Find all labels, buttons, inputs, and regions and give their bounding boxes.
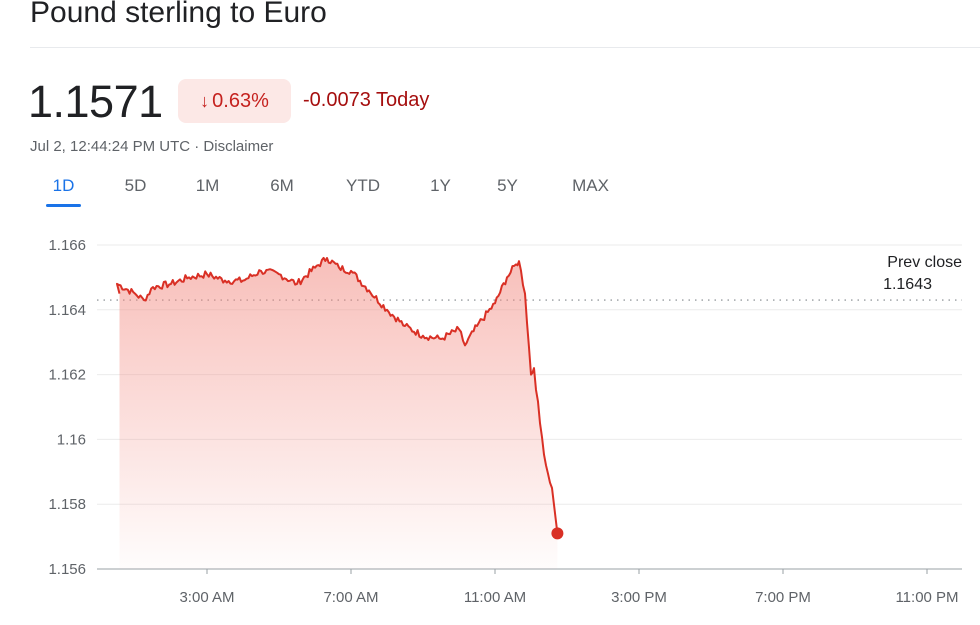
percent-change-value: 0.63% — [212, 89, 269, 112]
x-tick-label: 3:00 AM — [179, 589, 234, 606]
tab-5d[interactable]: 5D — [118, 176, 153, 196]
tab-5y[interactable]: 5Y — [490, 176, 525, 196]
last-price-point — [551, 527, 564, 540]
timestamp-disclaimer: Jul 2, 12:44:24 PM UTC · Disclaimer — [30, 138, 274, 155]
current-price: 1.1571 — [28, 76, 163, 127]
x-tick-label: 3:00 PM — [611, 589, 667, 606]
tab-6m[interactable]: 6M — [262, 176, 302, 196]
page-title: Pound sterling to Euro — [30, 0, 327, 29]
y-tick-label: 1.16 — [57, 431, 86, 448]
x-tick-label: 7:00 PM — [755, 589, 811, 606]
header-divider — [30, 47, 980, 48]
y-tick-label: 1.166 — [48, 237, 86, 254]
tab-ytd[interactable]: YTD — [339, 176, 387, 196]
percent-change-badge: ↓ 0.63% — [178, 79, 291, 123]
price-area — [117, 257, 558, 569]
tab-max[interactable]: MAX — [563, 176, 618, 196]
tab-1m[interactable]: 1M — [190, 176, 225, 196]
x-tick-label: 11:00 AM — [464, 589, 526, 606]
tab-1y[interactable]: 1Y — [423, 176, 458, 196]
active-tab-indicator — [46, 204, 81, 207]
x-tick-label: 7:00 AM — [323, 589, 378, 606]
price-line — [116, 256, 559, 534]
x-tick-label: 11:00 PM — [895, 589, 958, 606]
tab-1d[interactable]: 1D — [46, 176, 81, 196]
prev-close-value: 1.1643 — [883, 276, 932, 293]
prev-close-label: Prev close — [887, 254, 962, 271]
y-tick-label: 1.162 — [48, 367, 86, 384]
absolute-change: -0.0073 Today — [303, 89, 430, 111]
arrow-down-icon: ↓ — [200, 90, 210, 111]
exchange-rate-chart[interactable]: 1.166 1.164 1.162 1.16 1.158 1.156 3:00 AM 7:00… — [0, 220, 980, 625]
y-tick-label: 1.164 — [48, 302, 86, 319]
y-tick-label: 1.158 — [48, 496, 86, 513]
y-tick-label: 1.156 — [48, 561, 86, 578]
